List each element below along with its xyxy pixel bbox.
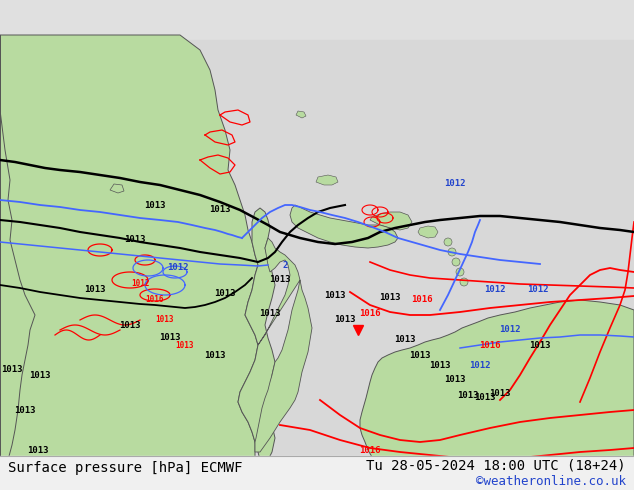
Polygon shape bbox=[418, 226, 438, 238]
Text: 1016: 1016 bbox=[146, 295, 164, 304]
Text: 1013: 1013 bbox=[474, 392, 496, 401]
Polygon shape bbox=[290, 205, 398, 248]
Polygon shape bbox=[370, 212, 412, 230]
Bar bbox=[0, 40, 634, 460]
Polygon shape bbox=[255, 238, 312, 452]
Text: 1012: 1012 bbox=[444, 178, 466, 188]
Text: 1013: 1013 bbox=[324, 291, 346, 299]
Text: 1012: 1012 bbox=[167, 263, 189, 271]
Polygon shape bbox=[110, 184, 124, 193]
Polygon shape bbox=[0, 35, 258, 460]
Text: 1013: 1013 bbox=[429, 361, 451, 369]
Text: 1012: 1012 bbox=[484, 286, 506, 294]
Text: 1013: 1013 bbox=[489, 389, 511, 397]
Text: 1013: 1013 bbox=[176, 341, 194, 349]
Text: 1013: 1013 bbox=[379, 293, 401, 301]
Text: 1013: 1013 bbox=[269, 275, 291, 285]
Polygon shape bbox=[360, 300, 634, 460]
Circle shape bbox=[444, 238, 452, 246]
Text: 1013: 1013 bbox=[1, 366, 23, 374]
Text: 1013: 1013 bbox=[159, 333, 181, 342]
Text: Surface pressure [hPa] ECMWF: Surface pressure [hPa] ECMWF bbox=[8, 461, 242, 475]
Polygon shape bbox=[238, 208, 275, 460]
Text: 1013: 1013 bbox=[27, 445, 49, 455]
Polygon shape bbox=[316, 175, 338, 185]
Text: 1013: 1013 bbox=[394, 336, 416, 344]
Circle shape bbox=[460, 278, 468, 286]
Bar bbox=[0, 456, 634, 490]
Text: 1016: 1016 bbox=[359, 309, 381, 318]
Text: 1013: 1013 bbox=[214, 289, 236, 297]
Text: 1013: 1013 bbox=[204, 350, 226, 360]
Circle shape bbox=[452, 258, 460, 266]
Text: 1016: 1016 bbox=[359, 445, 381, 455]
Text: 2: 2 bbox=[282, 261, 288, 270]
Polygon shape bbox=[296, 111, 306, 118]
Text: 1012: 1012 bbox=[499, 325, 521, 335]
Circle shape bbox=[456, 268, 464, 276]
Text: 1016: 1016 bbox=[411, 295, 433, 304]
Text: 1013: 1013 bbox=[334, 316, 356, 324]
Text: 1013: 1013 bbox=[124, 236, 146, 245]
Text: Tu 28-05-2024 18:00 UTC (18+24): Tu 28-05-2024 18:00 UTC (18+24) bbox=[366, 459, 626, 472]
Text: 1013: 1013 bbox=[457, 391, 479, 399]
Text: 1012: 1012 bbox=[527, 286, 549, 294]
Text: 1013: 1013 bbox=[145, 200, 165, 210]
Text: 1013: 1013 bbox=[84, 286, 106, 294]
Circle shape bbox=[448, 248, 456, 256]
Text: 1012: 1012 bbox=[469, 361, 491, 369]
Text: 1013: 1013 bbox=[209, 205, 231, 215]
Text: 1013: 1013 bbox=[14, 406, 36, 415]
Text: 1013: 1013 bbox=[444, 375, 466, 385]
Text: 1013: 1013 bbox=[410, 350, 430, 360]
Text: ©weatheronline.co.uk: ©weatheronline.co.uk bbox=[476, 475, 626, 488]
Text: 1016: 1016 bbox=[479, 341, 501, 349]
Text: 1013: 1013 bbox=[119, 320, 141, 329]
Text: 1013: 1013 bbox=[259, 309, 281, 318]
Text: 1013: 1013 bbox=[529, 341, 551, 349]
Text: 1012: 1012 bbox=[131, 278, 149, 288]
Text: 1016: 1016 bbox=[244, 470, 266, 480]
Text: 1013: 1013 bbox=[156, 316, 174, 324]
Text: 1013: 1013 bbox=[29, 370, 51, 379]
